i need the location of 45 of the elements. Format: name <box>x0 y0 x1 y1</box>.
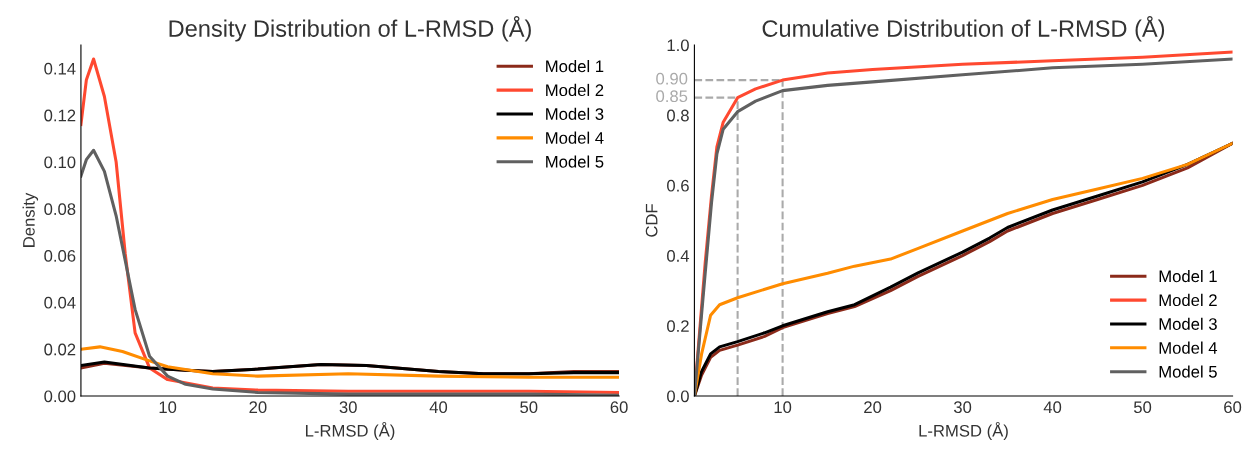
line-series <box>80 345 620 379</box>
x-tick-label: 20 <box>249 401 267 414</box>
legend-label: Model 5 <box>1159 365 1217 378</box>
y-tick-label: 0.06 <box>44 250 76 262</box>
x-tick-label: 50 <box>1133 401 1152 414</box>
y-tick-label: 0.4 <box>667 250 690 262</box>
y-tick-label: 0.0 <box>667 390 689 403</box>
legend-label: Model 4 <box>1159 341 1218 354</box>
y-axis-title: Density <box>22 192 39 247</box>
x-tick-label: 20 <box>864 401 882 414</box>
x-tick-label: 60 <box>610 401 628 414</box>
y-tick-label: 0.14 <box>44 62 76 75</box>
legend-label: Model 3 <box>1159 317 1217 330</box>
x-tick-label: 10 <box>159 401 177 414</box>
y-tick-label: 0.12 <box>44 109 76 122</box>
y-tick-label: 0.8 <box>667 109 689 122</box>
legend-label: Model 2 <box>546 83 604 97</box>
x-axis-title: L-RMSD (Å) <box>919 421 1008 440</box>
y-tick-label: 0.2 <box>667 320 689 332</box>
x-tick-label: 40 <box>429 401 448 414</box>
x-tick-label: 50 <box>520 401 538 414</box>
y-axis-title: CDF <box>645 204 658 237</box>
legend-label: Model 1 <box>546 60 604 73</box>
y-tick-label: 0.6 <box>667 179 689 192</box>
x-tick-label: 40 <box>1043 401 1062 414</box>
y-tick-label: 0.08 <box>44 203 76 215</box>
chart-title: Cumulative Distribution of L-RMSD (Å) <box>762 15 1165 42</box>
x-axis-title: L-RMSD (Å) <box>305 421 395 440</box>
x-tick-label: 30 <box>953 401 972 414</box>
legend-label: Model 3 <box>546 107 604 120</box>
ref-line-label: 0.90 <box>656 72 688 85</box>
x-tick-label: 60 <box>1224 401 1242 414</box>
y-tick-label: 0.04 <box>44 296 76 309</box>
y-tick-label: 1.0 <box>667 39 689 52</box>
legend-label: Model 1 <box>1159 269 1217 283</box>
y-tick-label: 0.00 <box>44 390 76 403</box>
legend-label: Model 5 <box>546 155 604 168</box>
x-tick-label: 30 <box>339 401 357 414</box>
x-tick-label: 10 <box>774 401 792 414</box>
y-tick-label: 0.02 <box>44 343 76 356</box>
legend-label: Model 4 <box>546 131 604 144</box>
legend-label: Model 2 <box>1159 293 1217 307</box>
chart-title: Density Distribution of L-RMSD (Å) <box>169 15 531 42</box>
ref-line-label: 0.85 <box>656 90 688 103</box>
y-tick-label: 0.10 <box>44 156 76 169</box>
